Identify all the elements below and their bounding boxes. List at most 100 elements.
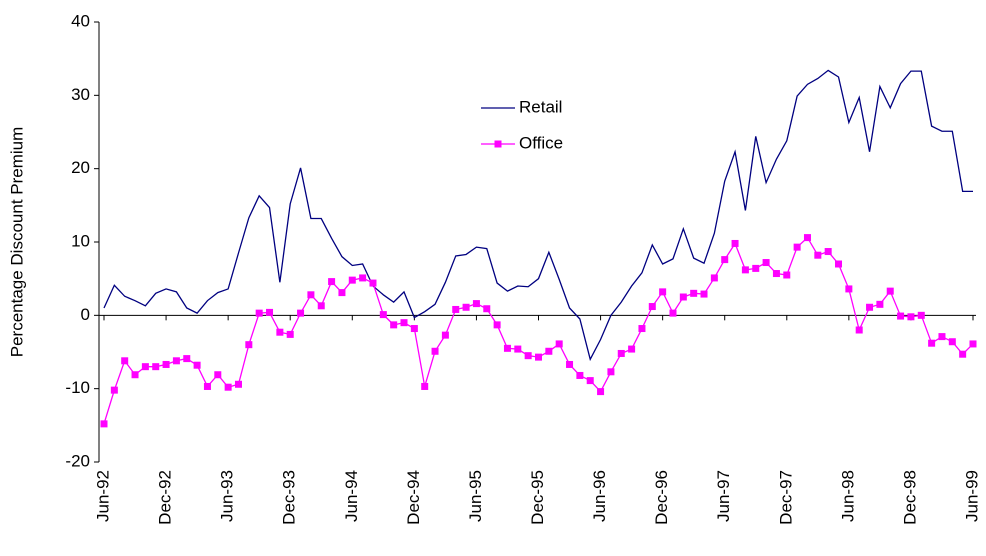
y-tick-label: 0 xyxy=(81,305,90,324)
marker xyxy=(183,355,191,363)
marker xyxy=(172,357,180,365)
marker xyxy=(741,266,749,274)
marker xyxy=(110,386,118,394)
marker xyxy=(276,328,284,336)
marker xyxy=(100,420,108,428)
marker xyxy=(203,382,211,390)
marker xyxy=(493,321,501,329)
marker xyxy=(245,341,253,349)
marker xyxy=(224,383,232,391)
marker xyxy=(793,243,801,251)
marker xyxy=(938,333,946,341)
marker xyxy=(886,287,894,295)
y-tick-label: 30 xyxy=(71,85,90,104)
marker xyxy=(400,319,408,327)
marker xyxy=(659,288,667,296)
marker xyxy=(762,259,770,267)
x-tick-label: Dec-96 xyxy=(652,470,671,525)
marker xyxy=(338,289,346,297)
x-tick-label: Dec-97 xyxy=(776,470,795,525)
marker xyxy=(348,276,356,284)
marker xyxy=(876,300,884,308)
marker xyxy=(835,260,843,268)
marker xyxy=(152,363,160,371)
marker xyxy=(141,363,149,371)
marker xyxy=(255,309,263,317)
x-tick-label: Dec-92 xyxy=(156,470,175,525)
x-tick-label: Jun-99 xyxy=(962,470,981,522)
marker xyxy=(234,380,242,388)
y-tick-label: -20 xyxy=(65,451,90,470)
marker xyxy=(555,340,563,348)
marker xyxy=(121,357,129,365)
marker xyxy=(266,308,274,316)
x-tick-label: Jun-98 xyxy=(838,470,857,522)
marker xyxy=(545,347,553,355)
marker xyxy=(617,349,625,357)
x-tick-label: Jun-96 xyxy=(590,470,609,522)
marker xyxy=(959,350,967,358)
marker xyxy=(586,377,594,385)
x-tick-label: Jun-94 xyxy=(342,470,361,522)
marker xyxy=(845,285,853,293)
marker xyxy=(566,360,574,368)
y-tick-label: 10 xyxy=(71,231,90,250)
marker xyxy=(969,340,977,348)
marker xyxy=(814,251,822,259)
marker xyxy=(928,339,936,347)
legend-label: Retail xyxy=(519,97,562,116)
x-tick-label: Dec-98 xyxy=(900,470,919,525)
marker xyxy=(897,312,905,320)
y-tick-label: 40 xyxy=(71,11,90,30)
marker xyxy=(441,331,449,339)
marker xyxy=(390,321,398,329)
marker xyxy=(483,305,491,313)
marker xyxy=(855,326,863,334)
marker xyxy=(803,234,811,242)
y-axis-label: Percentage Discount Premium xyxy=(7,127,26,358)
legend-label: Office xyxy=(519,133,563,152)
x-tick-label: Jun-92 xyxy=(93,470,112,522)
marker xyxy=(648,303,656,311)
marker xyxy=(131,371,139,379)
legend-marker xyxy=(494,140,502,148)
marker xyxy=(638,325,646,333)
marker xyxy=(317,302,325,310)
x-tick-label: Dec-93 xyxy=(280,470,299,525)
marker xyxy=(948,338,956,346)
x-tick-label: Jun-93 xyxy=(218,470,237,522)
x-tick-label: Dec-94 xyxy=(404,470,423,525)
marker xyxy=(524,352,532,360)
marker xyxy=(359,274,367,282)
marker xyxy=(462,303,470,311)
marker xyxy=(472,300,480,308)
marker xyxy=(752,264,760,272)
marker xyxy=(214,371,222,379)
y-tick-label: -10 xyxy=(65,378,90,397)
marker xyxy=(421,382,429,390)
marker xyxy=(669,309,677,317)
marker xyxy=(452,305,460,313)
marker xyxy=(162,360,170,368)
y-tick-label: 20 xyxy=(71,158,90,177)
marker xyxy=(514,345,522,353)
marker xyxy=(700,290,708,298)
marker xyxy=(866,303,874,311)
marker xyxy=(917,311,925,319)
marker xyxy=(721,256,729,264)
marker xyxy=(772,270,780,278)
marker xyxy=(431,347,439,355)
marker xyxy=(628,345,636,353)
marker xyxy=(679,293,687,301)
marker xyxy=(824,248,832,256)
marker xyxy=(783,271,791,279)
marker xyxy=(597,388,605,396)
marker xyxy=(607,368,615,376)
marker xyxy=(907,313,915,321)
marker xyxy=(535,353,542,361)
marker xyxy=(503,344,511,352)
marker xyxy=(379,311,387,319)
series-line xyxy=(103,69,973,362)
x-tick-label: Dec-95 xyxy=(528,470,547,525)
marker xyxy=(410,325,418,333)
